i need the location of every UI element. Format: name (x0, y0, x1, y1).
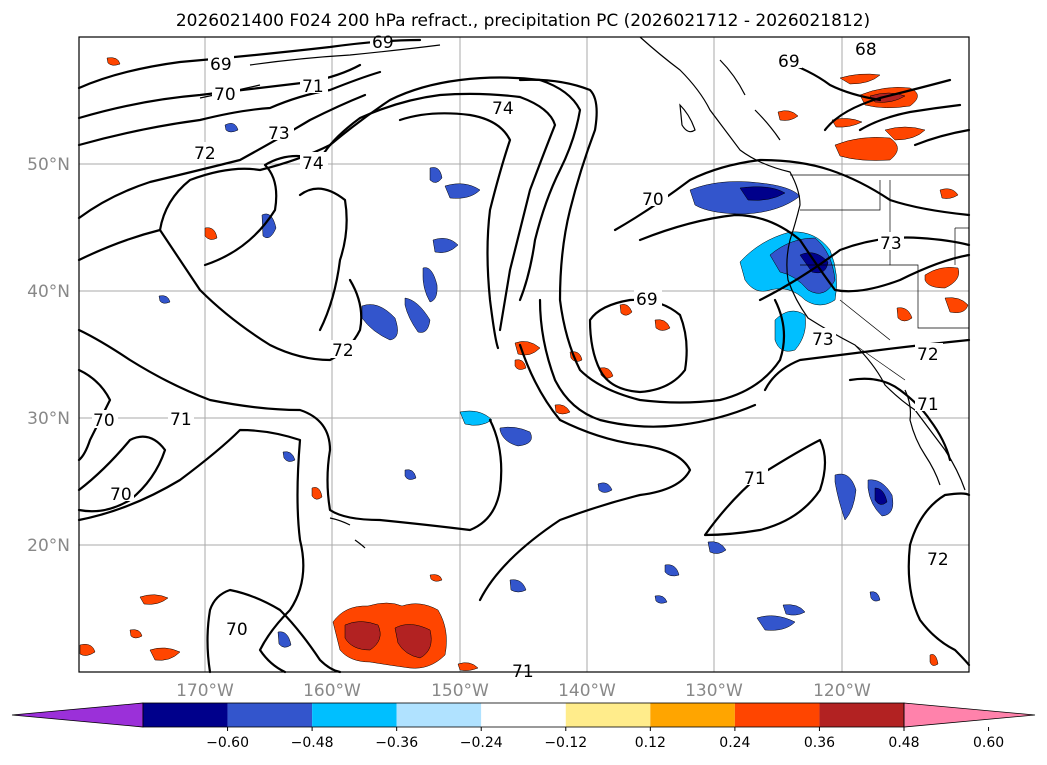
colorbar-extend-low (11, 702, 144, 728)
colorbar-tick-label: −0.24 (460, 735, 503, 751)
svg-text:68: 68 (855, 40, 877, 60)
colorbar-segment (819, 703, 904, 727)
refractivity-contours (77, 38, 971, 674)
svg-text:72: 72 (332, 341, 354, 361)
colorbar-tick-label: −0.36 (375, 735, 418, 751)
lat-label-40n: 40°N (27, 282, 70, 302)
svg-text:73: 73 (812, 330, 834, 350)
svg-text:72: 72 (927, 550, 949, 570)
colorbar-segments (11, 702, 1036, 728)
svg-text:74: 74 (302, 154, 324, 174)
state-borders (790, 174, 969, 381)
svg-text:74: 74 (492, 99, 514, 119)
colorbar-segment (650, 703, 735, 727)
lat-label-50n: 50°N (27, 155, 70, 175)
longitude-labels: 170°W 160°W 150°W 140°W 130°W 120°W (176, 681, 871, 701)
colorbar-ticks: −0.60 −0.48 −0.36 −0.24 −0.12 0.12 0.24 0.36 0.4… (206, 727, 1004, 751)
colorbar-tick-label: −0.48 (291, 735, 334, 751)
svg-text:73: 73 (268, 124, 290, 144)
colorbar-segment (734, 703, 820, 727)
colorbar-tick-label: 0.24 (719, 735, 750, 751)
colorbar-tick-label: 0.12 (635, 735, 666, 751)
colorbar-segment (227, 703, 313, 727)
svg-text:70: 70 (110, 485, 132, 505)
colorbar: −0.60 −0.48 −0.36 −0.24 −0.12 0.12 0.24 0.36 0.4… (11, 702, 1036, 751)
svg-text:73: 73 (880, 234, 902, 254)
precip-shading (79, 57, 969, 671)
svg-text:70: 70 (93, 411, 115, 431)
svg-text:72: 72 (194, 144, 216, 164)
svg-text:71: 71 (744, 469, 766, 489)
contour-labels: 69 70 71 72 73 74 74 70 69 72 71 70 70 7… (92, 33, 951, 682)
colorbar-tick-label: −0.60 (206, 735, 249, 751)
svg-text:72: 72 (917, 345, 939, 365)
lat-label-30n: 30°N (27, 409, 70, 429)
map-title: 2026021400 F024 200 hPa refract., precip… (176, 11, 870, 31)
svg-text:71: 71 (302, 77, 324, 97)
lon-label-150w: 150°W (431, 681, 489, 701)
coastlines (199, 36, 966, 549)
lon-label-120w: 120°W (813, 681, 871, 701)
svg-text:69: 69 (778, 52, 800, 72)
colorbar-tick-label: 0.36 (804, 735, 835, 751)
colorbar-extend-high (903, 702, 1036, 728)
colorbar-segment (143, 703, 228, 727)
colorbar-segment (565, 703, 651, 727)
svg-text:70: 70 (214, 85, 236, 105)
svg-text:69: 69 (636, 290, 658, 310)
lon-label-130w: 130°W (685, 681, 743, 701)
colorbar-segment (396, 703, 482, 727)
map-plot-area: 69 70 71 72 73 74 74 70 69 72 71 70 70 7… (77, 33, 971, 682)
svg-text:71: 71 (917, 395, 939, 415)
colorbar-tick-label: 0.48 (888, 735, 919, 751)
lat-label-20n: 20°N (27, 536, 70, 556)
colorbar-tick-label: −0.12 (544, 735, 587, 751)
svg-text:70: 70 (642, 190, 664, 210)
svg-text:69: 69 (372, 33, 394, 53)
colorbar-segment (312, 703, 397, 727)
svg-text:71: 71 (170, 410, 192, 430)
latitude-labels: 50°N 40°N 30°N 20°N (27, 155, 70, 556)
lon-label-170w: 170°W (176, 681, 234, 701)
colorbar-tick-label: 0.60 (973, 735, 1004, 751)
svg-text:69: 69 (210, 55, 232, 75)
colorbar-segment (481, 703, 566, 727)
lon-label-160w: 160°W (303, 681, 361, 701)
svg-text:70: 70 (226, 620, 248, 640)
lon-label-140w: 140°W (558, 681, 616, 701)
